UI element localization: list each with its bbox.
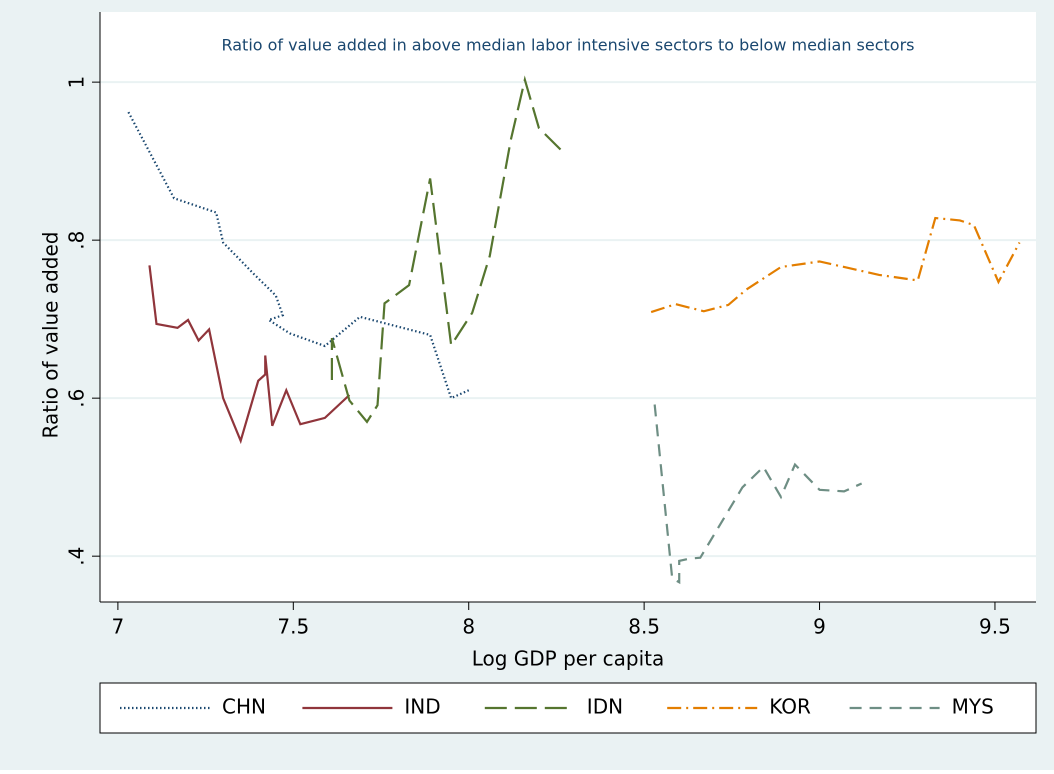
series-line xyxy=(148,265,351,445)
series-line xyxy=(650,216,1021,314)
legend-label: KOR xyxy=(769,695,811,719)
x-tick-label: 8 xyxy=(462,615,475,639)
legend-label: IDN xyxy=(587,695,623,719)
legend-label: IND xyxy=(404,695,440,719)
legend-label: MYS xyxy=(952,695,994,719)
series-line xyxy=(330,75,565,424)
series-line xyxy=(653,404,863,585)
y-tick-label: .4 xyxy=(65,547,89,566)
y-axis-label: Ratio of value added xyxy=(39,232,63,439)
y-tick-label: .6 xyxy=(65,389,89,408)
y-tick-label: .8 xyxy=(65,231,89,250)
x-axis-label: Log GDP per capita xyxy=(472,647,665,671)
x-tick-label: 8.5 xyxy=(628,615,660,639)
x-tick-label: 7.5 xyxy=(277,615,309,639)
plot-area xyxy=(100,12,1036,602)
legend-label: CHN xyxy=(222,695,266,719)
y-tick-label: 1 xyxy=(65,76,89,89)
x-tick-label: 9 xyxy=(813,615,826,639)
x-tick-label: 7 xyxy=(112,615,125,639)
x-tick-label: 9.5 xyxy=(979,615,1011,639)
chart-title: Ratio of value added in above median lab… xyxy=(221,36,914,55)
